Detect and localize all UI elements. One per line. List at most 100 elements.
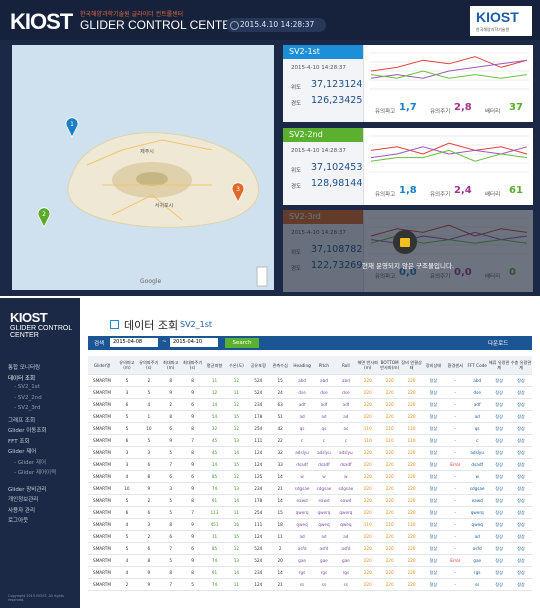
table-cell: dsadf [466, 458, 489, 471]
table-cell: rgs [291, 566, 314, 579]
logo: KIOST [10, 9, 73, 34]
menu-item[interactable]: 그래프 조회 [8, 417, 36, 424]
table-cell: ad [334, 530, 357, 543]
table-row: SMARTM 4 8 5 9 74 13 524 20 gae gae gae 220 220 220 정상 E… [88, 554, 532, 567]
table-cell: qs [291, 422, 314, 435]
table-cell: 220 [378, 482, 401, 495]
table-cell: 220 [378, 458, 401, 471]
table-cell: 5 [116, 530, 138, 543]
table-cell: 정상 [510, 470, 532, 483]
panel-time: 2015-4-10 14:28:37 [291, 65, 346, 71]
table-cell: 정상 [510, 506, 532, 519]
table-cell: 정상 [488, 578, 511, 591]
table-cell: - [444, 494, 467, 507]
table-cell: 정상 [488, 554, 511, 567]
table-cell: dsadf [291, 458, 314, 471]
table-cell: 20 [269, 554, 292, 567]
table-cell: SMARTM [88, 458, 116, 471]
table-cell: 9 [181, 518, 204, 531]
table-cell: 5 [137, 386, 160, 399]
table-cell: 15 [225, 410, 248, 423]
menu-item[interactable]: 데이터 조회 [8, 375, 36, 382]
table-cell: Error [444, 554, 467, 567]
search-bar: 검색 2015-04-08 ~ 2015-04-10 Search 다운로드 [88, 336, 532, 350]
table-cell: 정상 [422, 542, 445, 555]
table-cell: 12 [225, 374, 248, 387]
table-cell: 220 [356, 458, 379, 471]
table-cell: 7 [159, 578, 182, 591]
date-separator: ~ [162, 339, 167, 345]
table-cell: 6 [159, 422, 182, 435]
menu-item[interactable]: 사용자 관리 [8, 507, 36, 514]
search-button[interactable]: Search [225, 338, 259, 348]
table-cell: SMARTM [88, 410, 116, 423]
table-cell: 2 [159, 398, 182, 411]
map-marker[interactable]: 3 [231, 182, 245, 203]
table-cell: 220 [400, 410, 423, 423]
table-cell: sdgsae [313, 482, 335, 495]
table-cell: 220 [378, 374, 401, 387]
download-button[interactable]: 다운로드 [488, 341, 509, 347]
title-icon [110, 320, 119, 329]
menu-item[interactable]: 통합 모니터링 [8, 365, 41, 371]
table-cell: as [334, 422, 357, 435]
table-cell: asfd [334, 542, 357, 555]
table-cell: 220 [378, 398, 401, 411]
map-marker[interactable]: 2 [37, 207, 51, 228]
table-cell: 110 [400, 422, 423, 435]
copyright: Copyright 2015 KIOST. All rights reserve… [8, 594, 64, 602]
table-cell: 5 [116, 410, 138, 423]
table-cell: 54 [203, 410, 226, 423]
table-cell: 정상 [510, 374, 532, 387]
table-cell: SMARTM [88, 386, 116, 399]
table-cell: 정상 [488, 386, 511, 399]
menu-item[interactable]: Glider 제어 [8, 449, 37, 455]
inactive-overlay: 현재 운영되지 않은 구조물입니다. [283, 210, 533, 292]
date-to[interactable]: 2015-04-10 [170, 338, 218, 347]
menu-item[interactable]: - SV2_2nd [14, 394, 42, 401]
panel-tab: SV2-2nd [283, 128, 363, 142]
table-cell: ss [313, 578, 335, 591]
table-cell: 9 [137, 566, 160, 579]
table-cell: 15 [225, 458, 248, 471]
table-cell: 220 [400, 506, 423, 519]
column-header: 최대파고(m) [159, 356, 182, 375]
table-cell: 220 [356, 566, 379, 579]
table-cell: ad [313, 410, 335, 423]
table-cell: 3 [116, 386, 138, 399]
menu-item[interactable]: - SV2_1st [14, 384, 40, 390]
menu-item[interactable]: FFT 조회 [8, 438, 30, 445]
table-cell: 220 [356, 482, 379, 495]
date-from[interactable]: 2015-04-08 [110, 338, 158, 347]
menu-item[interactable]: 개인정보관리 [8, 497, 39, 503]
table-cell: 6 [137, 506, 160, 519]
table-cell: 4 [116, 554, 138, 567]
map-marker[interactable]: 1 [65, 117, 79, 138]
table-cell: 74 [203, 578, 226, 591]
menu-item[interactable]: - SV2_3rd [14, 405, 41, 411]
menu-item[interactable]: Glider 이동조회 [8, 428, 47, 434]
marker-pin [231, 182, 245, 203]
menu-item[interactable]: - Glider 제어이력 [14, 470, 57, 476]
table-cell: 14 [269, 566, 292, 579]
table-cell: 14 [203, 398, 226, 411]
stat-label: 유의파고 [375, 109, 396, 115]
menu-item[interactable]: - Glider 제어 [14, 459, 47, 466]
table-cell: qs [466, 422, 489, 435]
table-cell: 524 [247, 374, 270, 387]
column-header: Roll [334, 356, 357, 375]
table-cell: 21 [269, 578, 292, 591]
column-header: Heading [291, 356, 314, 375]
table-cell: 9 [181, 410, 204, 423]
table-cell: 32 [269, 446, 292, 459]
menu-item[interactable]: Glider 장비관리 [8, 486, 47, 493]
menu-item[interactable]: 로그아웃 [8, 518, 29, 524]
table-row: SMARTM 10 9 3 9 74 13 234 21 sdgsae sdgsae sdgsae 22… [88, 482, 532, 495]
table-cell: 220 [378, 530, 401, 543]
search-label: 검색 [94, 341, 105, 347]
table-row: SMARTM 5 1 8 9 54 15 178 51 ad ad ad 220 220 220 정상 - ad 정… [88, 410, 532, 423]
zoom-control[interactable] [256, 266, 268, 287]
table-cell: 524 [247, 542, 270, 555]
table-cell: 111 [247, 518, 270, 531]
